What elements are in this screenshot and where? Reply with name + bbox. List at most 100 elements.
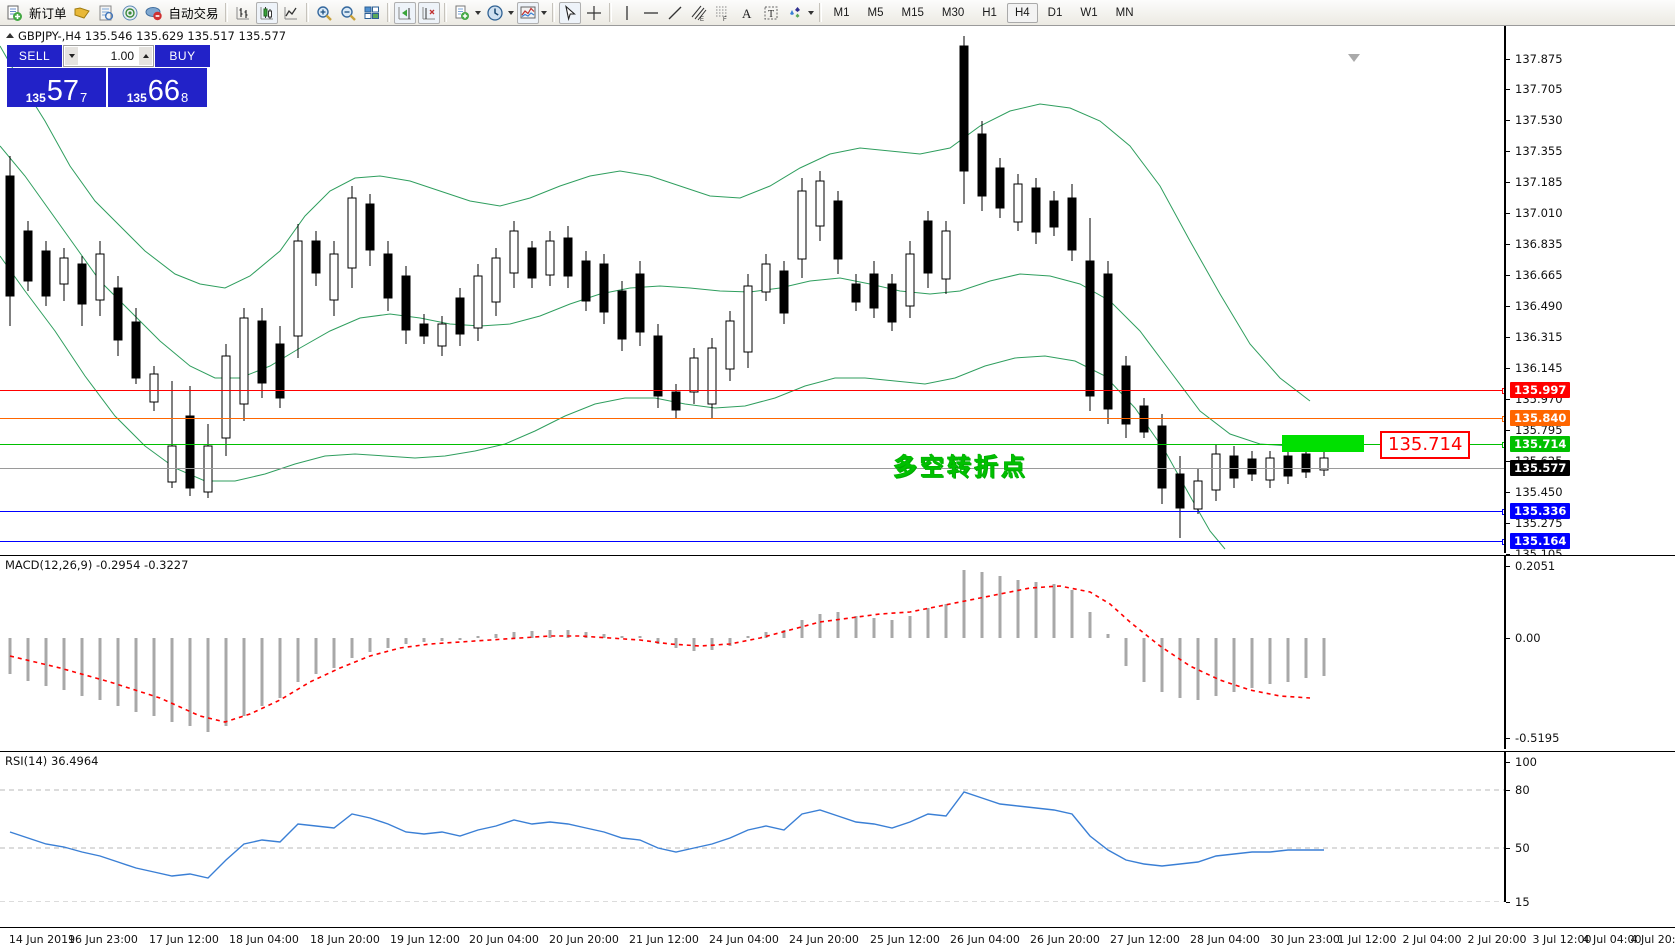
templates-icon[interactable] [451, 2, 473, 24]
time-label: 28 Jun 04:00 [1190, 933, 1260, 946]
crosshair-icon[interactable] [583, 2, 605, 24]
tile-windows-icon[interactable] [361, 2, 383, 24]
chinese-annotation[interactable]: 多空转折点 [893, 453, 1028, 481]
zoom-in-icon[interactable] [313, 2, 335, 24]
volume-decrease-button[interactable] [64, 46, 79, 66]
hline-icon[interactable] [640, 2, 662, 24]
autotrading-label[interactable]: 自动交易 [168, 6, 219, 21]
symbol-header[interactable]: GBPJPY-,H4 135.546 135.629 135.517 135.5… [6, 29, 286, 43]
chevron-down-icon[interactable] [540, 11, 549, 15]
price-line-135164[interactable] [0, 539, 1504, 545]
sell-button[interactable]: SELL [7, 45, 62, 67]
data-window-icon[interactable] [417, 1, 440, 24]
axis-price-badge-resistance2[interactable]: 135.840 [1510, 410, 1571, 426]
chevron-down-icon[interactable] [807, 11, 816, 15]
timeframe-h1[interactable]: H1 [982, 6, 997, 19]
rsi-axis[interactable]: 100 80 50 15 [1504, 752, 1675, 909]
bar-chart-icon[interactable] [232, 2, 254, 24]
equidistant-channel-icon[interactable]: E [688, 2, 710, 24]
new-order-label[interactable]: 新订单 [29, 6, 67, 21]
timeframe-m30[interactable]: M30 [941, 6, 965, 19]
line-handle[interactable] [1502, 388, 1504, 394]
axis-price-badge-resistance1[interactable]: 135.997 [1510, 382, 1571, 398]
axis-label: 136.665 [1515, 268, 1563, 282]
shapes-icon[interactable] [784, 2, 806, 24]
indicators-icon[interactable] [516, 1, 539, 24]
signals-icon[interactable] [119, 2, 141, 24]
time-label: 18 Jun 04:00 [229, 933, 299, 946]
price-line-135714[interactable] [0, 442, 1504, 448]
new-order-icon[interactable] [3, 2, 25, 24]
time-axis[interactable]: 14 Jun 2019 16 Jun 23:00 17 Jun 12:00 18… [0, 927, 1675, 951]
timeframe-w1[interactable]: W1 [1080, 6, 1098, 19]
cursor-icon[interactable] [558, 1, 581, 24]
macd-indicator-label[interactable]: MACD(12,26,9) -0.2954 -0.3227 [5, 558, 189, 572]
chevron-down-icon[interactable] [507, 11, 516, 15]
timeframe-d1[interactable]: D1 [1047, 6, 1063, 19]
price-line-135997[interactable] [0, 388, 1504, 394]
period-icon[interactable] [484, 2, 506, 24]
rsi-indicator-label[interactable]: RSI(14) 36.4964 [5, 754, 99, 768]
price-pane[interactable]: 多空转折点 135.714 137.875 137.705 137.530 13… [0, 26, 1675, 561]
shift-end-icon[interactable] [393, 1, 416, 24]
line-handle[interactable] [1502, 539, 1504, 545]
current-price-line [0, 468, 1504, 469]
volume-stepper[interactable]: 1.00 [63, 45, 154, 67]
macd-axis-label: 0.00 [1515, 631, 1541, 645]
fibonacci-icon[interactable]: F [712, 2, 734, 24]
line-handle[interactable] [1502, 509, 1504, 515]
chevron-down-icon[interactable] [474, 11, 483, 15]
line-handle[interactable] [1502, 416, 1504, 422]
buy-button[interactable]: BUY [155, 45, 210, 67]
vline-icon[interactable] [616, 2, 638, 24]
timeframe-mn[interactable]: MN [1115, 6, 1134, 19]
candlestick-chart-icon[interactable] [255, 1, 278, 24]
collapse-arrow-icon[interactable] [6, 33, 14, 38]
time-label: 1 Jul 12:00 [1337, 933, 1397, 946]
rsi-plot[interactable] [0, 752, 1504, 902]
folder-icon[interactable] [71, 2, 93, 24]
price-tag-label[interactable]: 135.714 [1380, 431, 1471, 459]
price-line-135336[interactable] [0, 509, 1504, 515]
axis-price-badge-support2[interactable]: 135.164 [1510, 533, 1571, 549]
buy-price[interactable]: 135 66 8 [108, 68, 207, 107]
price-line-135840[interactable] [0, 416, 1504, 422]
macd-axis[interactable]: 0.2051 0.00 -0.5195 [1504, 556, 1675, 749]
timeframe-m5[interactable]: M5 [867, 6, 884, 19]
price-plot[interactable]: 多空转折点 135.714 [0, 26, 1504, 553]
timeframe-h4[interactable]: H4 [1006, 2, 1038, 23]
sell-price[interactable]: 135 57 7 [7, 68, 106, 107]
chart-area[interactable]: 多空转折点 135.714 137.875 137.705 137.530 13… [0, 26, 1675, 951]
zoom-out-icon[interactable] [337, 2, 359, 24]
trendline-icon[interactable] [664, 2, 686, 24]
timeframe-m1[interactable]: M1 [833, 6, 850, 19]
axis-label: 136.835 [1515, 237, 1563, 251]
toolbar-separator [305, 3, 309, 22]
rsi-axis-label: 50 [1515, 841, 1530, 855]
buy-price-prefix: 135 [126, 91, 147, 105]
axis-price-badge-pivot[interactable]: 135.714 [1510, 436, 1571, 452]
autotrading-icon[interactable] [143, 2, 165, 24]
timeframe-m15[interactable]: M15 [901, 6, 924, 19]
text-icon[interactable]: A [736, 2, 758, 24]
volume-value[interactable]: 1.00 [79, 46, 138, 66]
text-label-icon[interactable]: T [760, 2, 782, 24]
print-preview-icon[interactable] [95, 2, 117, 24]
time-label: 2 Jul 04:00 [1402, 933, 1462, 946]
axis-price-badge-support1[interactable]: 135.336 [1510, 503, 1571, 519]
axis-price-badge-current: 135.577 [1510, 460, 1571, 476]
line-handle[interactable] [1502, 442, 1504, 448]
toolbar-separator [386, 3, 390, 22]
volume-increase-button[interactable] [138, 46, 153, 66]
rsi-pane[interactable]: RSI(14) 36.4964 100 80 50 15 [0, 751, 1675, 926]
time-label: 2 Jul 20:00 [1467, 933, 1527, 946]
macd-plot[interactable] [0, 556, 1504, 750]
time-label: 20 Jun 20:00 [549, 933, 619, 946]
macd-pane[interactable]: MACD(12,26,9) -0.2954 -0.3227 0.2051 0.0… [0, 555, 1675, 749]
rsi-axis-label: 80 [1515, 783, 1530, 797]
one-click-trading-panel[interactable]: SELL 1.00 BUY 135 57 7 135 66 8 [7, 45, 210, 107]
axis-label: 137.875 [1515, 52, 1563, 66]
toolbar-separator [608, 3, 612, 22]
line-chart-icon[interactable] [280, 2, 302, 24]
price-axis[interactable]: 137.875 137.705 137.530 137.355 137.185 … [1504, 26, 1675, 561]
